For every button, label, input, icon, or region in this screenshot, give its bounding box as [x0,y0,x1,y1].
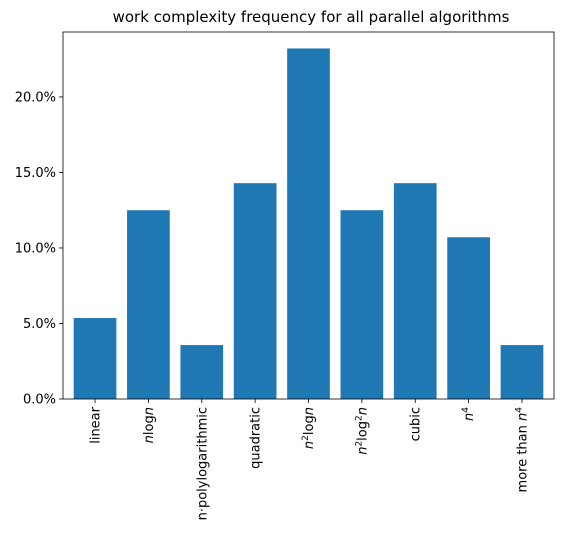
chart-title: work complexity frequency for all parall… [113,8,510,26]
y-axis: 0.0% 5.0% 10.0% 15.0% 20.0% [15,90,63,408]
x-tick-label-part: n [355,447,370,455]
y-tick-label: 15.0% [15,166,56,181]
x-tick-label: n4 [461,407,477,421]
x-tick-label-part: 4 [461,407,471,413]
x-tick-label-part: n [142,435,157,443]
bar [393,183,437,399]
bar [73,318,117,399]
bar [500,345,544,399]
x-tick-label: quadratic [249,407,264,469]
x-tick-label: linear [89,406,104,443]
y-tick-label: 0.0% [23,393,56,408]
x-tick-label-part: n [355,407,370,415]
x-tick-label-part: n [302,441,317,449]
y-tick-label: 10.0% [15,241,56,256]
x-tick-label-part: 2 [354,441,364,447]
bar [127,210,170,399]
x-tick-label-part: n [302,407,317,415]
plot-frame [62,31,555,400]
x-tick-label-part: 2 [301,435,311,441]
bar [287,48,330,400]
x-tick-label: n·polylogarithmic [195,407,210,520]
x-axis: linear nlogn n·polylogarithmic quadratic n2l… [89,399,530,520]
y-tick-label: 5.0% [23,317,56,332]
y-tick-label: 20.0% [15,90,56,105]
x-tick-label-part: n [142,407,157,415]
x-tick-label-part: 4 [514,407,524,413]
x-tick-label-part: log [355,421,370,441]
x-tick-label: more than n4 [514,407,530,493]
x-tick-label-part: more than [515,421,530,492]
x-tick-label: n2log2n [354,407,370,455]
bar [340,210,384,399]
bar [180,345,224,399]
x-tick-label: cubic [409,407,424,441]
bars-group [73,48,544,400]
x-tick-label-part: 2 [354,415,364,421]
bar [447,237,490,399]
x-tick-label: nlogn [142,407,157,443]
bar [233,183,277,399]
x-tick-label-part: n [515,413,530,421]
x-tick-label-part: n [462,413,477,421]
x-tick-label-part: log [302,415,317,435]
x-tick-label: n2logn [301,407,317,449]
x-tick-label-part: log [142,415,157,435]
